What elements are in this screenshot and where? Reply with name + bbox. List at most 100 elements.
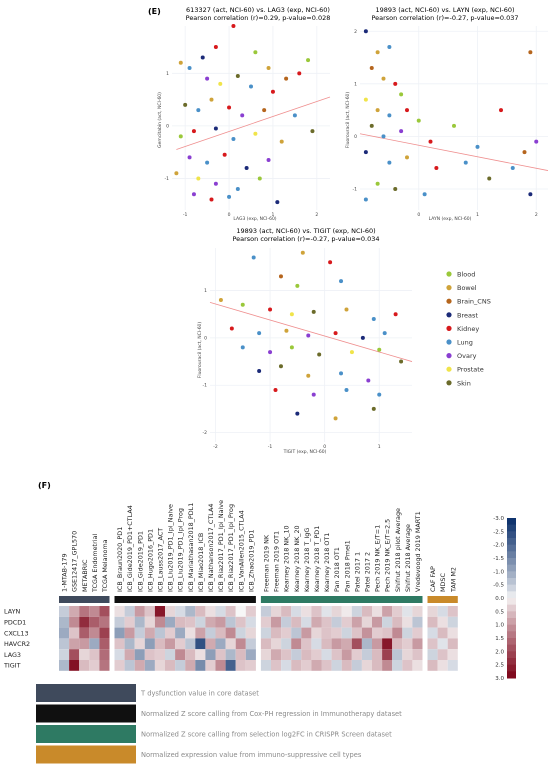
heatmap-cell [69,606,80,617]
plot3-area: -2 -1 0 1 1 0 -1 -2 [203,248,413,450]
heatmap-cell [225,616,236,628]
heatmap-cell [165,627,176,639]
plot1-subtitle: Pearson correlation (r)=0.29, p-value=0.… [186,14,331,22]
heatmap-cell [59,649,70,660]
heatmap-cell [69,616,80,628]
scatter-point [375,181,380,186]
heatmap-cell [215,627,226,639]
plot1-area: -1 0 1 2 1 0 -1 [165,24,331,218]
color-scale-tick: 2.5 [495,663,504,669]
scatter-point [306,333,311,338]
column-label: ICB_Braun2020_PD1 [116,527,124,592]
y-tick-label: -1 [203,383,208,389]
heatmap-cell [447,638,458,650]
heatmap-cell [165,649,176,660]
scatter-point [333,416,338,421]
scatter-point [452,123,456,128]
heatmap-cell [382,638,393,650]
heatmap-cell [392,649,403,660]
plot2-ylabel: Fluorouracil (act, NCI-60) [345,92,351,149]
heatmap-cell [301,606,312,617]
x-tick-label: 1 [378,444,381,450]
category-swatch-expr [36,745,136,764]
scatter-point [393,81,398,86]
heatmap-cell [402,638,413,650]
heatmap-cell [291,616,302,628]
heatmap-cell [154,649,165,660]
heatmap-cell [427,649,438,660]
scatter-point [257,369,262,374]
heatmap-cell [361,660,372,671]
heatmap-cell [114,627,125,639]
heatmap-cell [392,606,403,617]
heatmap-cell [79,638,90,650]
color-scale-segment [507,618,516,626]
heatmap-cell [225,649,236,660]
plot-background [172,26,330,210]
heatmap-cell [225,638,236,650]
row-label: LAG3 [4,651,21,659]
heatmap-cell [361,606,372,617]
x-tick-label: 2 [315,212,318,218]
column-label: ICB_Hugo2016_PD1 [146,529,154,592]
scatter-point [349,350,354,355]
legend-label: Brain_CNS [457,298,491,306]
scatter-point [522,150,527,155]
color-scale-tick: -1.5 [493,556,504,562]
scatter-point [311,392,316,397]
heatmap-cell [447,616,458,628]
heatmap-cell [124,649,135,660]
heatmap-cell [114,606,125,617]
heatmap-cell [301,649,312,660]
scatter-point [200,55,205,60]
heatmap-cell [412,616,423,628]
scatter-point [381,134,386,139]
scatter-point [306,58,311,63]
heatmap-cell [154,606,165,617]
scatter-point [240,345,245,350]
color-scale-tick: -0.5 [493,583,504,589]
plot1-title: 613327 (act, NCI-60) vs. LAG3 (exp, NCI-… [186,6,330,14]
scatter-point [344,387,349,392]
heatmap-cell [99,606,110,617]
heatmap-cell [372,606,383,617]
scatter-point [339,371,344,376]
heatmap-cell [271,616,282,628]
scatter-point [416,118,421,123]
heatmap-cell [185,638,196,650]
heatmap-cell [215,606,226,617]
scatter-point [213,126,218,131]
heatmap-cell [99,638,110,650]
column-label: TCGA Endometrial [91,534,99,593]
heatmap-cell [382,606,393,617]
scatter-point [257,331,262,336]
trend-line [209,302,413,362]
scatter-point [366,378,371,383]
y-tick-label: 0 [204,335,207,341]
column-label: Pech 2019 NK_E/T=1 [374,525,382,592]
heatmap-cell [260,638,271,650]
heatmap-cell [195,616,206,628]
heatmap-cell [382,649,393,660]
heatmap-cell [245,649,256,660]
legend-label: Ovary [457,352,477,360]
heatmap-cell [331,627,342,639]
scatter-point [399,92,404,97]
x-tick-label: -1 [268,444,273,450]
heatmap-cell [382,660,393,671]
heatmap-cell [260,627,271,639]
heatmap-cell [205,638,216,650]
color-scale-segment [507,584,516,592]
heatmap-cell [427,627,438,639]
heatmap-cell [301,638,312,650]
heatmap-cell [301,616,312,628]
color-scale-segment [507,638,516,646]
row-label: TIGIT [3,662,21,670]
color-scale-tick: 0.0 [495,596,504,602]
scatter-point [311,309,316,314]
scatter-point [422,192,427,197]
heatmap-cell [175,606,186,617]
heatmap-cell [144,660,155,671]
heatmap-cell [281,660,292,671]
column-label: Pech 2019 NK_E/T=2.5 [384,519,392,592]
